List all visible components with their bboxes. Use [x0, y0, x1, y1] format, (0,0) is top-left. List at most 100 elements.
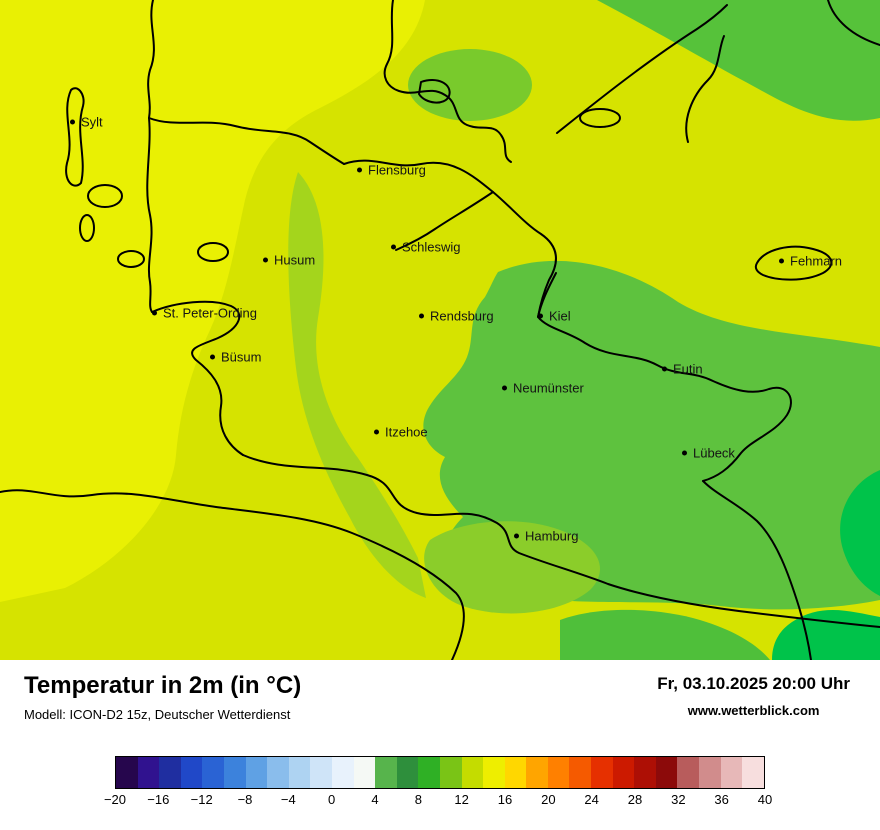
coastline-als — [383, 0, 512, 163]
city-dot — [210, 354, 215, 360]
map-region-dark-green-east — [840, 470, 880, 596]
colorbar-tick-label: 28 — [627, 792, 643, 807]
colorbar-segment — [634, 757, 656, 788]
coastline-langeland — [685, 35, 725, 143]
coastline-topright — [827, 0, 880, 46]
island-fehmarn — [754, 245, 833, 281]
colorbar-segment — [483, 757, 505, 788]
colorbar-segment — [504, 757, 527, 788]
river-elbe-south-bank — [0, 489, 465, 660]
city-label: Itzehoe — [385, 424, 428, 440]
city-marker: Itzehoe — [374, 425, 428, 440]
coastline-eiderstedt — [151, 300, 244, 456]
city-marker: Büsum — [210, 350, 261, 365]
city-dot — [357, 167, 362, 173]
coastline-danish-isles — [556, 4, 728, 134]
colorbar-segment — [137, 757, 160, 788]
colorbar-segment — [288, 757, 311, 788]
island-aeroe — [579, 108, 621, 128]
coastline-baltic — [343, 159, 792, 482]
city-label: Flensburg — [368, 162, 426, 178]
colorbar-segment — [267, 757, 289, 788]
colorbar-segment — [180, 757, 203, 788]
island-als-blob — [418, 78, 451, 104]
island-pellworm — [117, 250, 145, 268]
colorbar-tick-label: 12 — [454, 792, 469, 807]
temperature-colorbar: −20 −16 −12 −8 −4 0 4 8 12 16 20 24 28 32 36 40 — [104, 756, 772, 810]
colorbar-segment — [310, 757, 332, 788]
city-label: Eutin — [673, 361, 703, 377]
city-label: Schleswig — [402, 239, 461, 255]
coastline-west — [146, 117, 153, 313]
city-dot — [662, 366, 667, 372]
city-dot — [538, 313, 543, 319]
colorbar-segment — [116, 757, 138, 788]
city-label: St. Peter-Ording — [163, 305, 257, 321]
colorbar-tick-label: 4 — [371, 792, 379, 807]
city-marker: Schleswig — [391, 240, 461, 255]
colorbar-segment — [245, 757, 268, 788]
city-dot — [502, 385, 507, 391]
colorbar-tick-label: 20 — [541, 792, 556, 807]
colorbar-segment — [461, 757, 484, 788]
island-sylt — [65, 87, 85, 187]
colorbar-tick-label: 40 — [757, 792, 773, 807]
colorbar-segment — [569, 757, 592, 788]
colorbar-gradient — [115, 756, 765, 789]
city-marker: Lübeck — [682, 446, 735, 461]
inlet-schlei — [395, 191, 494, 251]
river-elbe-north-bank — [242, 454, 880, 628]
island-amrum — [79, 214, 95, 242]
map-region-main-green — [423, 260, 880, 610]
city-dot — [70, 119, 75, 125]
coastline-jutland-west — [147, 0, 155, 119]
colorbar-tick-label: 8 — [414, 792, 422, 807]
city-marker: Husum — [263, 253, 315, 268]
colorbar-segment — [612, 757, 635, 788]
map-footer: Temperatur in 2m (in °C) Modell: ICON-D2… — [0, 660, 880, 830]
city-dot — [391, 244, 396, 250]
website-label: www.wetterblick.com — [687, 703, 820, 718]
colorbar-tick-label: 36 — [714, 792, 729, 807]
colorbar-tick-label: −20 — [103, 792, 127, 807]
city-label: Rendsburg — [430, 308, 494, 324]
city-label: Fehmarn — [790, 253, 843, 269]
city-label: Neumünster — [513, 380, 584, 396]
colorbar-tick-label: −12 — [190, 792, 213, 807]
colorbar-tick-label: 0 — [328, 792, 336, 807]
city-dot — [514, 533, 519, 539]
colorbar-tick-label: −4 — [280, 792, 296, 807]
map-region-topright-green — [597, 0, 880, 121]
city-label: Sylt — [81, 114, 103, 130]
model-info: Modell: ICON-D2 15z, Deutscher Wetterdie… — [24, 706, 291, 722]
city-label: Kiel — [549, 308, 571, 324]
colorbar-segment — [159, 757, 181, 788]
colorbar-segment — [223, 757, 246, 788]
colorbar-segment — [439, 757, 462, 788]
colorbar-tick-label: 24 — [584, 792, 599, 807]
city-label: Husum — [274, 252, 316, 268]
colorbar-tick-labels: −20 −16 −12 −8 −4 0 4 8 12 16 20 24 28 32 36 40 — [104, 792, 772, 810]
colorbar-segment — [526, 757, 548, 788]
city-dot — [682, 450, 687, 456]
border-denmark-germany — [148, 117, 345, 165]
colorbar-segment — [655, 757, 678, 788]
city-marker: Neumünster — [502, 381, 584, 396]
colorbar-segment — [331, 757, 354, 788]
temperature-map: Sylt Flensburg Schleswig Husum Fehmarn St. Pe… — [0, 0, 880, 660]
city-marker: Flensburg — [357, 163, 426, 178]
colorbar-tick-label: −16 — [147, 792, 170, 807]
city-label: Hamburg — [525, 528, 579, 544]
colorbar-segment — [699, 757, 721, 788]
island-nordstrand — [197, 242, 229, 262]
city-dot — [779, 258, 784, 264]
map-region-green-streak — [288, 172, 426, 598]
city-label: Lübeck — [693, 445, 735, 461]
colorbar-segment — [742, 757, 764, 788]
colorbar-segment — [202, 757, 224, 788]
page-title: Temperatur in 2m (in °C) — [24, 672, 302, 699]
colorbar-segment — [418, 757, 440, 788]
colorbar-segment — [720, 757, 743, 788]
city-marker: Eutin — [662, 362, 703, 377]
